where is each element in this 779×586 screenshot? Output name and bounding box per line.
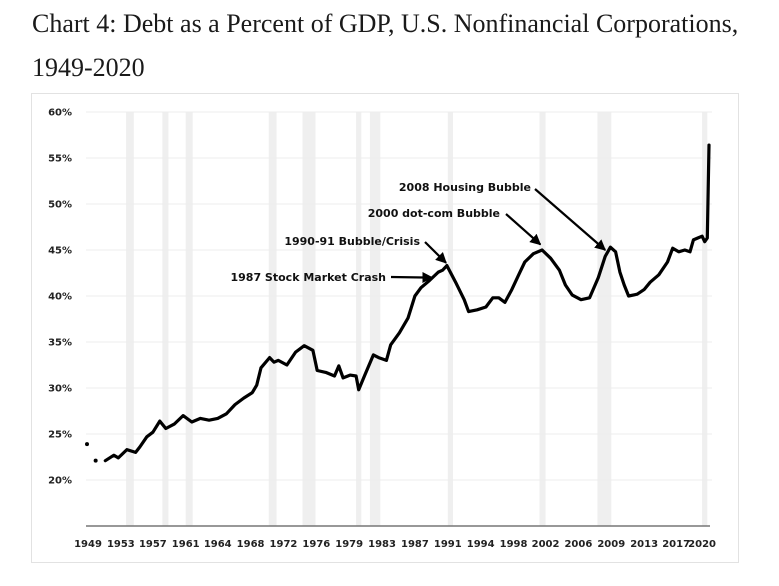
x-axis-ticks: 1949 1953 1957 1961 1964 1968 1972 1976 1979 1983… [74, 539, 716, 550]
recession-band [702, 112, 708, 526]
series-line [103, 143, 711, 463]
annotation-arrow [534, 188, 607, 251]
x-tick-label: 2017 [662, 539, 690, 550]
recession-band [126, 112, 134, 526]
x-tick-label: 1953 [107, 539, 135, 550]
x-tick-label: 1991 [434, 539, 462, 550]
annotation-arrow [505, 213, 542, 246]
x-tick-label: 2020 [688, 539, 716, 550]
recession-band [597, 112, 612, 526]
chart-title: Chart 4: Debt as a Percent of GDP, U.S. … [32, 9, 739, 82]
y-tick-label: 50% [48, 200, 72, 211]
recession-bands [126, 112, 708, 526]
recession-band [302, 112, 316, 526]
y-tick-label: 20% [48, 476, 72, 487]
annotation-label: 1990-91 Bubble/Crisis [284, 235, 420, 248]
x-tick-label: 1968 [237, 539, 265, 550]
x-tick-label: 1972 [270, 539, 298, 550]
recession-band [185, 112, 193, 526]
recession-band [162, 112, 169, 526]
annotation-label: 2008 Housing Bubble [399, 181, 531, 194]
y-tick-label: 45% [48, 246, 72, 257]
x-tick-label: 1979 [335, 539, 363, 550]
annotation-arrow [424, 241, 447, 264]
recession-band [268, 112, 277, 526]
x-tick-label: 1957 [139, 539, 167, 550]
recession-band [356, 112, 362, 526]
annotation-label: 1987 Stock Market Crash [230, 271, 386, 284]
x-tick-label: 1987 [401, 539, 429, 550]
recession-band [539, 112, 546, 526]
x-tick-label: 2006 [564, 539, 592, 550]
annotation-arrow [390, 271, 434, 283]
series-layer [85, 143, 711, 463]
y-axis-ticks: 20% 25% 30% 35% 40% 45% 50% 55% 60% [48, 108, 72, 487]
chart-frame [31, 93, 739, 563]
isolated-data-point [85, 442, 89, 447]
x-tick-label: 1994 [467, 539, 495, 550]
isolated-data-point [93, 458, 98, 463]
x-tick-label: 2013 [630, 539, 658, 550]
y-tick-label: 60% [48, 108, 72, 119]
y-tick-label: 35% [48, 338, 72, 349]
x-tick-label: 1949 [74, 539, 102, 550]
recession-band [447, 112, 453, 526]
y-tick-label: 30% [48, 384, 72, 395]
gridlines [86, 111, 712, 481]
x-tick-label: 1976 [302, 539, 330, 550]
annotation-label: 2000 dot-com Bubble [368, 207, 500, 220]
x-tick-label: 1983 [368, 539, 396, 550]
annotations-layer: 2008 Housing Bubble 2000 dot-com Bubble 19… [230, 181, 607, 284]
x-tick-label: 2009 [597, 539, 625, 550]
y-tick-label: 40% [48, 292, 72, 303]
x-tick-label: 1964 [204, 539, 232, 550]
y-tick-label: 55% [48, 154, 72, 165]
x-tick-label: 2002 [532, 539, 560, 550]
x-tick-label: 1998 [500, 539, 528, 550]
x-tick-label: 1961 [172, 539, 200, 550]
recession-band [369, 112, 381, 526]
y-tick-label: 25% [48, 430, 72, 441]
